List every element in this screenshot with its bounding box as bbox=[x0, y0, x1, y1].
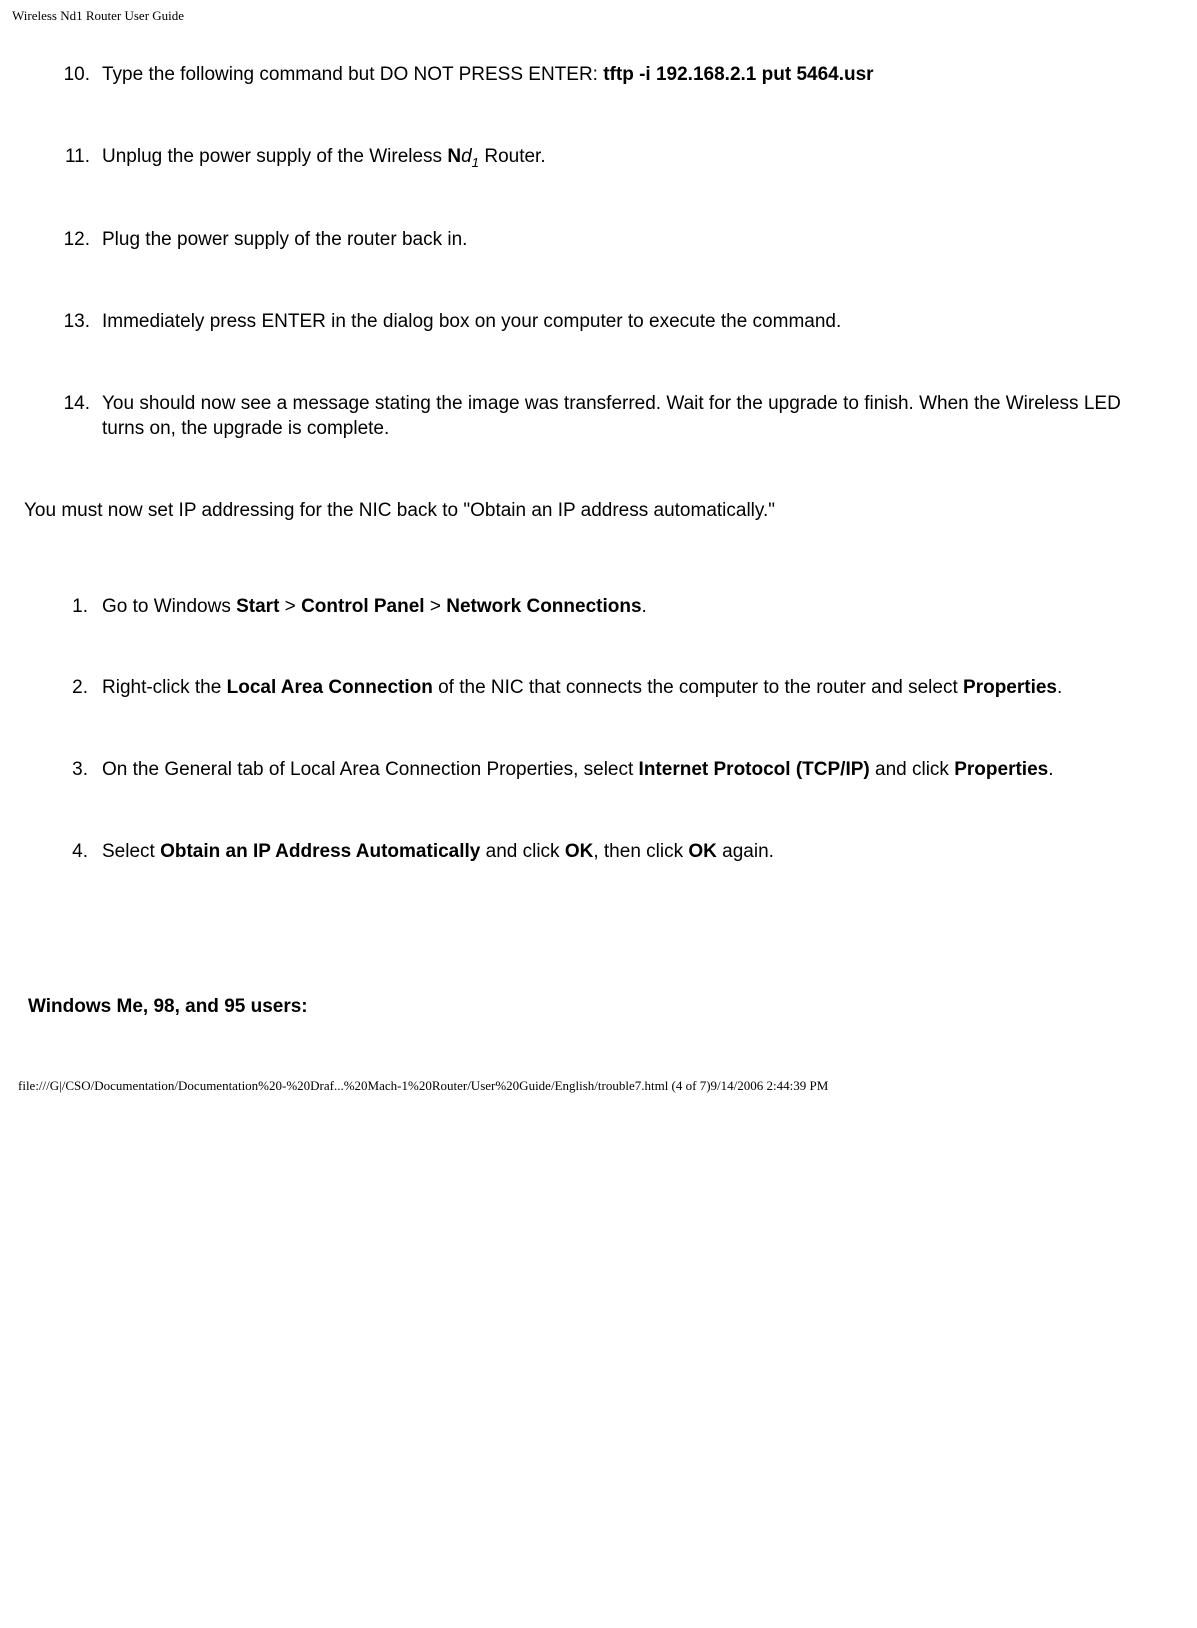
list-number: 14. bbox=[58, 391, 90, 417]
section-heading: Windows Me, 98, and 95 users: bbox=[28, 996, 1185, 1018]
list-item: 12. Plug the power supply of the router b… bbox=[58, 227, 1167, 253]
list-text: Plug the power supply of the router back… bbox=[102, 229, 467, 250]
list-item: 10. Type the following command but DO NOT… bbox=[58, 62, 1167, 88]
intermediate-paragraph: You must now set IP addressing for the N… bbox=[24, 498, 1167, 524]
list-number: 3. bbox=[66, 757, 88, 783]
list-item: 14. You should now see a message stating … bbox=[58, 391, 1167, 442]
list-item: 13. Immediately press ENTER in the dialog… bbox=[58, 309, 1167, 335]
steps-list-1: 10. Type the following command but DO NOT… bbox=[58, 62, 1167, 442]
list-text: Type the following command but DO NOT PR… bbox=[102, 64, 874, 85]
list-item: 11. Unplug the power supply of the Wirele… bbox=[58, 144, 1167, 172]
list-text: Immediately press ENTER in the dialog bo… bbox=[102, 311, 841, 332]
page-footer: file:///G|/CSO/Documentation/Documentati… bbox=[12, 1078, 1185, 1100]
list-text: Go to Windows Start > Control Panel > Ne… bbox=[102, 596, 647, 617]
list-text: On the General tab of Local Area Connect… bbox=[102, 759, 1053, 780]
list-number: 4. bbox=[66, 839, 88, 865]
steps-list-2: 1. Go to Windows Start > Control Panel > … bbox=[66, 594, 1175, 865]
list-item: 3. On the General tab of Local Area Conne… bbox=[66, 757, 1175, 783]
list-text: You should now see a message stating the… bbox=[102, 393, 1121, 440]
list-text: Unplug the power supply of the Wireless … bbox=[102, 146, 546, 167]
list-number: 1. bbox=[66, 594, 88, 620]
list-number: 12. bbox=[58, 227, 90, 253]
list-item: 4. Select Obtain an IP Address Automatica… bbox=[66, 839, 1175, 865]
list-text: Right-click the Local Area Connection of… bbox=[102, 677, 1062, 698]
list-text: Select Obtain an IP Address Automaticall… bbox=[102, 841, 774, 862]
list-number: 11. bbox=[58, 144, 90, 170]
list-number: 2. bbox=[66, 675, 88, 701]
page-header: Wireless Nd1 Router User Guide bbox=[12, 8, 1185, 24]
list-item: 1. Go to Windows Start > Control Panel > … bbox=[66, 594, 1175, 620]
list-number: 13. bbox=[58, 309, 90, 335]
list-number: 10. bbox=[58, 62, 90, 88]
list-item: 2. Right-click the Local Area Connection … bbox=[66, 675, 1175, 701]
